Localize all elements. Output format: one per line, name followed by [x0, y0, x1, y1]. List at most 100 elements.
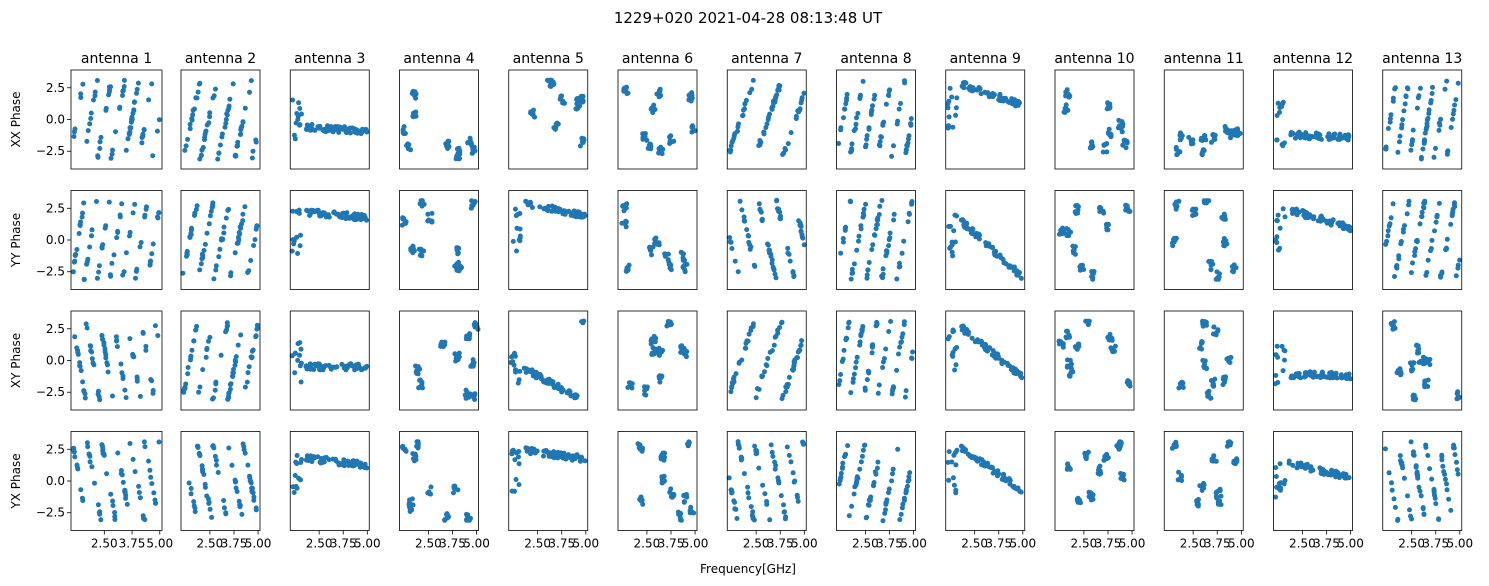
- data-point: [516, 449, 522, 454]
- data-point: [1444, 78, 1450, 84]
- data-point: [238, 332, 244, 338]
- data-point: [1177, 381, 1183, 387]
- data-point: [183, 143, 189, 149]
- data-point: [185, 371, 191, 377]
- data-point: [1455, 389, 1461, 395]
- x-tick-label: 5.00: [572, 537, 599, 551]
- data-point: [997, 252, 1003, 258]
- data-point: [307, 213, 313, 218]
- data-point: [1274, 343, 1280, 349]
- data-point: [294, 453, 300, 458]
- data-point: [642, 384, 647, 390]
- data-point: [781, 502, 786, 508]
- data-point: [146, 97, 152, 103]
- data-point: [144, 204, 149, 210]
- data-point: [1434, 212, 1440, 218]
- data-point: [216, 254, 222, 260]
- data-point: [778, 493, 784, 499]
- data-point: [876, 382, 882, 388]
- data-point: [104, 360, 110, 366]
- data-point: [625, 90, 631, 96]
- panel-title: antenna 1: [81, 51, 152, 67]
- data-point: [661, 457, 667, 463]
- data-point: [206, 221, 212, 227]
- data-point: [1170, 243, 1176, 249]
- data-point: [74, 462, 80, 468]
- subplot-panel: 2.503.755.00: [399, 431, 490, 551]
- data-point: [199, 147, 205, 153]
- data-point: [142, 214, 148, 220]
- x-tick-label: 3.75: [876, 537, 903, 551]
- data-point: [976, 231, 982, 237]
- data-point: [1407, 360, 1413, 366]
- subplot-panel: [945, 190, 1026, 290]
- data-point: [127, 336, 133, 342]
- x-tick-label: 3.75: [985, 537, 1012, 551]
- data-point: [70, 269, 76, 275]
- data-point: [1019, 375, 1025, 381]
- data-point: [1444, 236, 1450, 242]
- data-point: [579, 135, 585, 141]
- data-point: [1224, 443, 1230, 449]
- data-point: [297, 106, 303, 111]
- data-point: [227, 96, 233, 102]
- data-point: [1104, 451, 1110, 457]
- data-point: [772, 271, 778, 277]
- data-point: [649, 352, 655, 357]
- data-point: [328, 366, 334, 372]
- subplot-panel: [180, 310, 261, 411]
- data-point: [293, 120, 299, 126]
- data-point: [517, 233, 523, 239]
- data-point: [532, 114, 538, 120]
- data-point: [1108, 345, 1114, 351]
- data-point: [1058, 339, 1064, 345]
- data-point: [89, 233, 94, 239]
- data-point: [743, 345, 749, 351]
- panel-frame: [1054, 431, 1135, 531]
- data-point: [896, 106, 902, 112]
- data-point: [110, 393, 115, 399]
- data-point: [995, 353, 1001, 359]
- data-point: [1192, 212, 1198, 218]
- data-point: [854, 480, 859, 486]
- data-point: [88, 116, 94, 121]
- data-point: [778, 213, 783, 219]
- x-tick-label: 5.00: [146, 537, 173, 551]
- data-point: [146, 458, 151, 464]
- panel-frame: [1382, 190, 1463, 290]
- data-point: [349, 125, 355, 131]
- data-point: [945, 105, 951, 111]
- data-point: [620, 203, 626, 209]
- data-point: [136, 490, 142, 495]
- data-point: [840, 460, 846, 466]
- data-point: [1059, 231, 1065, 237]
- data-point: [81, 200, 87, 206]
- data-point: [736, 359, 742, 365]
- data-point: [358, 217, 364, 223]
- data-point: [650, 110, 656, 116]
- data-point: [860, 78, 866, 84]
- data-point: [1197, 345, 1203, 351]
- data-point: [669, 139, 675, 145]
- data-point: [1424, 121, 1430, 126]
- data-point: [230, 373, 235, 379]
- data-point: [122, 488, 128, 494]
- data-point: [516, 377, 522, 383]
- data-point: [863, 142, 869, 148]
- data-point: [1395, 518, 1401, 523]
- data-point: [292, 370, 298, 376]
- data-point: [235, 234, 241, 240]
- data-point: [553, 121, 559, 127]
- data-point: [756, 201, 762, 207]
- data-point: [747, 242, 753, 248]
- data-point: [977, 86, 983, 92]
- data-point: [528, 201, 533, 207]
- data-point: [842, 454, 847, 460]
- data-point: [1065, 107, 1071, 113]
- data-point: [98, 134, 104, 140]
- data-point: [1406, 202, 1412, 208]
- data-point: [525, 445, 530, 451]
- data-point: [780, 392, 786, 398]
- data-point: [889, 478, 895, 484]
- data-point: [752, 443, 758, 449]
